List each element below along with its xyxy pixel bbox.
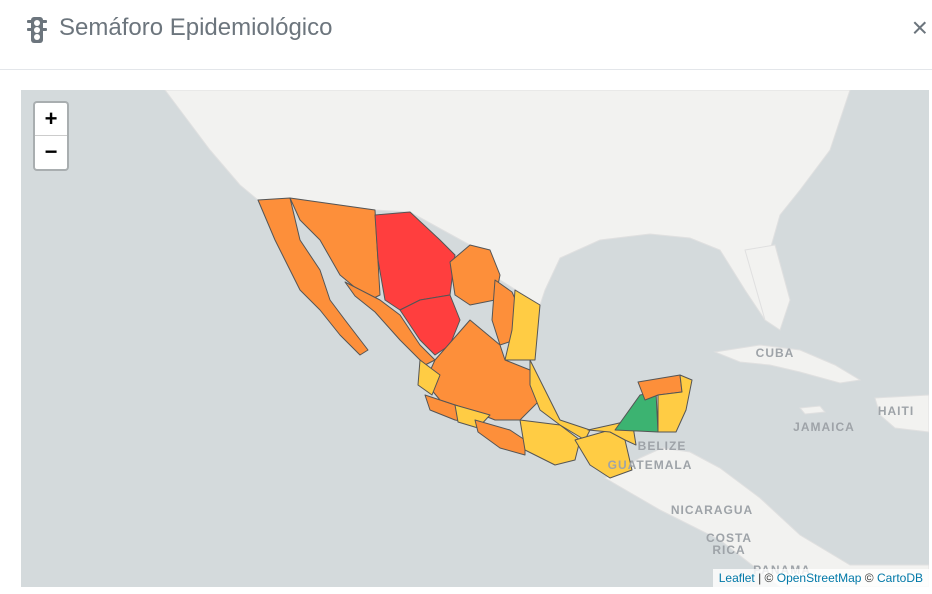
country-label: BELIZE xyxy=(638,439,687,453)
state[interactable] xyxy=(344,281,436,366)
zoom-in[interactable]: + xyxy=(44,106,58,131)
state[interactable] xyxy=(417,359,441,396)
state[interactable] xyxy=(257,197,369,356)
land-florida xyxy=(744,244,791,331)
map[interactable]: CUBA JAMAICA HAITI BELIZE GUATEMALA NICA… xyxy=(21,90,929,587)
state[interactable] xyxy=(504,289,541,361)
modal-header: Semáforo Epidemiológico × xyxy=(0,0,932,70)
attribution: Leaflet | © OpenStreetMap © CartoDB xyxy=(712,569,929,587)
state[interactable] xyxy=(424,319,541,421)
zoom-control: + − xyxy=(33,101,69,171)
land-cuba xyxy=(713,344,862,384)
land-hispaniola xyxy=(874,394,929,433)
country-label: NICARAGUA xyxy=(671,503,753,517)
close-button[interactable]: × xyxy=(911,12,928,43)
leaflet-link[interactable]: Leaflet xyxy=(718,571,755,585)
country-label: JAMAICA xyxy=(793,420,855,434)
zoom-out[interactable]: − xyxy=(35,135,67,168)
state[interactable] xyxy=(474,419,526,456)
land-central-america xyxy=(603,447,929,587)
country-label: RICA xyxy=(712,543,745,557)
modal-title: Semáforo Epidemiológico xyxy=(59,14,333,41)
state[interactable] xyxy=(399,294,461,356)
state[interactable] xyxy=(657,374,693,433)
land-jamaica xyxy=(799,405,826,415)
osm-link[interactable]: OpenStreetMap xyxy=(776,571,862,585)
attribution-copy: © xyxy=(864,571,874,585)
country-label: CUBA xyxy=(756,346,795,360)
country-label: GUATEMALA xyxy=(608,458,693,472)
traffic-light-icon xyxy=(27,17,47,43)
country-label: HAITI xyxy=(878,404,914,418)
country-label: COSTA xyxy=(706,531,752,545)
attribution-separator: | © xyxy=(758,571,774,585)
map-tiles: CUBA JAMAICA HAITI BELIZE GUATEMALA NICA… xyxy=(164,90,929,587)
carto-link[interactable]: CartoDB xyxy=(876,571,923,585)
